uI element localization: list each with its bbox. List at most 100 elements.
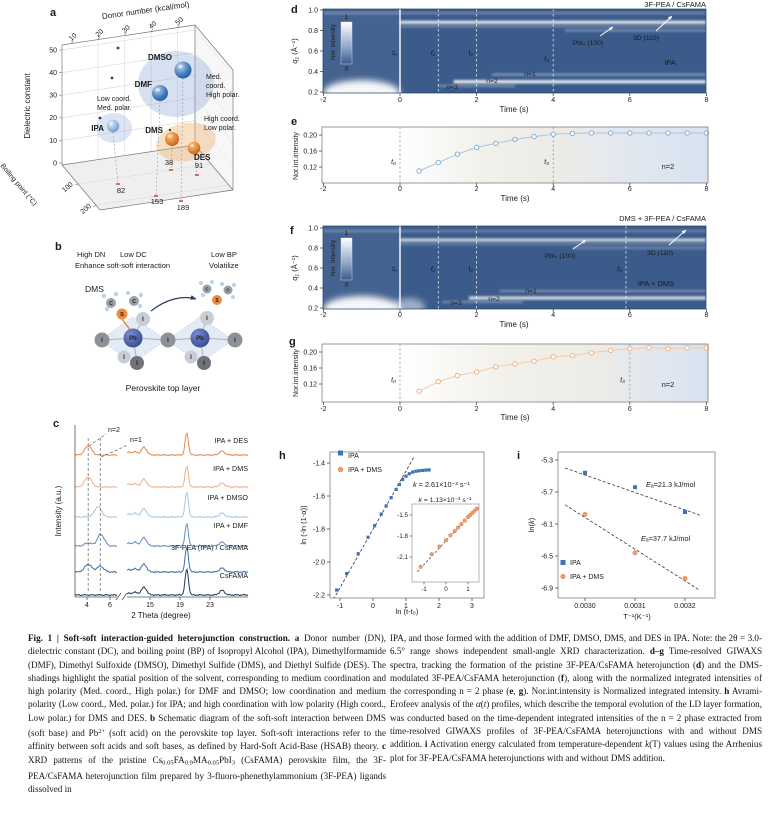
panel-c-labels: Intensity (a.u.) 2 Theta (degree) n=2 n=…	[54, 427, 191, 620]
caption-segment: h	[724, 686, 730, 697]
xrd-trace	[126, 465, 249, 489]
caption-segment: XRD patterns of the pristine Cs	[28, 754, 163, 765]
panel-e-n2-label: n=2	[662, 162, 675, 171]
inset-y-tick-label: -1.8	[397, 533, 408, 540]
inset-data-point	[452, 529, 457, 534]
threed-110-label: 3D (110)	[647, 250, 673, 257]
colorbar-max-label: 1	[345, 230, 349, 237]
y-tick-label: 0.2	[308, 89, 318, 96]
I-atom	[197, 356, 211, 370]
x-tick-label: -2	[320, 406, 326, 413]
data-point	[531, 358, 537, 364]
n1-phase-label: n=1	[525, 288, 537, 295]
xrd-trace-label: IPA + DMF	[214, 521, 249, 530]
panel-e-y-axis-title: Nor.int.intensity	[293, 132, 300, 180]
volatilize-arrow	[150, 295, 197, 312]
x-tick-label: 6	[628, 186, 632, 193]
y-tick-label: 0.2	[308, 305, 318, 312]
panel-f-title: DMS + 3F-PEA / CsFAMA	[619, 214, 706, 223]
x-tick-label: 0	[371, 603, 375, 610]
data-point	[703, 345, 710, 351]
diffraction-streak	[468, 296, 706, 300]
x-tick-label: 2	[475, 186, 479, 193]
panel-letter-d: d	[291, 4, 298, 16]
projection-drop-line	[180, 77, 184, 202]
x-tick-label: 6	[628, 312, 632, 319]
data-point-circle	[632, 550, 638, 556]
C-atom	[202, 284, 212, 294]
pre-deposition-region	[323, 226, 400, 309]
axis-break-mark	[115, 592, 122, 601]
caption-segment: 3	[231, 759, 236, 767]
y-tick-label: 1.0	[308, 7, 318, 14]
legend-marker-ipa	[338, 450, 343, 456]
t3-marker-label: t₃	[544, 56, 549, 63]
data-point-square	[373, 524, 377, 528]
diffraction-streak	[499, 289, 706, 293]
data-point-square	[404, 474, 408, 478]
caption-segment: ) profiles, which describe the temporal …	[390, 699, 762, 750]
data-point-square	[407, 472, 411, 476]
boiling-tick-label: 100	[61, 181, 75, 194]
back-wall-gridline	[61, 97, 196, 119]
inset-x-tick-label: 1	[466, 586, 470, 593]
y-tick-label: 0.20	[303, 132, 317, 139]
axis-break-mark	[121, 592, 128, 601]
n2-connector	[88, 433, 107, 447]
y-tick-label: -5.3	[541, 457, 553, 464]
colorbar-max-label: 1	[345, 14, 349, 21]
x-tick-label: 4	[551, 312, 555, 319]
panel-b-labels: High DN Low DC Enhance soft-soft interac…	[75, 250, 239, 393]
caption-segment: –	[654, 646, 660, 657]
x-tick-label: 6	[108, 602, 112, 609]
inset-x-tick-label: 0	[444, 586, 448, 593]
y-tick-label: 0.12	[303, 164, 317, 171]
dielectric-tick-label: 50	[49, 47, 57, 54]
x-tick-label: 2	[475, 97, 479, 104]
caption-segment: e	[509, 686, 514, 697]
diffraction-streak	[453, 80, 706, 84]
activation-energy-label: Eₐ=37.7 kJ/mol	[641, 534, 691, 543]
data-point	[454, 151, 461, 157]
xrd-trace	[126, 431, 249, 457]
projection-drop-line	[112, 131, 119, 185]
donor-tick-label: 40	[148, 20, 159, 30]
data-point-square	[401, 477, 405, 482]
S-atom-label: S	[215, 298, 219, 304]
I-atom	[117, 350, 131, 364]
caption-segment: g	[659, 646, 664, 657]
caption-segment: (CsFAMA) perovskite film, the 3F-PEA/CsF…	[28, 754, 386, 794]
donor-tick-label: 20	[95, 28, 106, 38]
x-tick-label: 2	[437, 603, 441, 610]
sphere-highlight	[190, 144, 194, 147]
y-tick-label: -1.8	[313, 526, 325, 533]
inset-y-tick-label: -2.1	[397, 554, 408, 561]
data-point	[493, 364, 499, 370]
colorbar-title: Nor. Intensity	[330, 239, 337, 276]
pbi2-100-label: PbI₂ (100)	[545, 253, 576, 260]
dielectric-tick-label: 10	[49, 138, 57, 145]
x-tick-label: 8	[704, 186, 708, 193]
dms-molecule-label: DMS	[85, 284, 104, 294]
rate-constant-label: k = 2.61×10⁻³ s⁻¹	[413, 480, 470, 489]
pre-t0-scattering-glow	[393, 298, 425, 309]
x-tick-label: 0	[398, 312, 402, 319]
panel-g-y-axis-title: Nor.int.intensity	[293, 349, 300, 397]
back-wall-gridline	[61, 52, 196, 73]
data-point	[435, 378, 441, 385]
t3-marker-label: t₃	[617, 266, 622, 273]
I-atom-label: I	[167, 338, 169, 344]
caption-segment: t	[483, 699, 487, 710]
h-atom	[232, 283, 236, 287]
caption-segment: (	[480, 699, 484, 710]
box-edge	[194, 24, 234, 71]
data-point-square	[394, 487, 398, 491]
dielectric-tick-label: 40	[49, 70, 57, 77]
x-tick-label: 0	[398, 97, 402, 104]
colorbar	[340, 237, 353, 281]
floor-plane	[62, 145, 233, 210]
soft-soft-bond	[121, 318, 132, 332]
data-point	[703, 130, 710, 136]
boiling-point-value-des: 91	[195, 161, 203, 170]
annotation-arrow	[572, 239, 587, 250]
